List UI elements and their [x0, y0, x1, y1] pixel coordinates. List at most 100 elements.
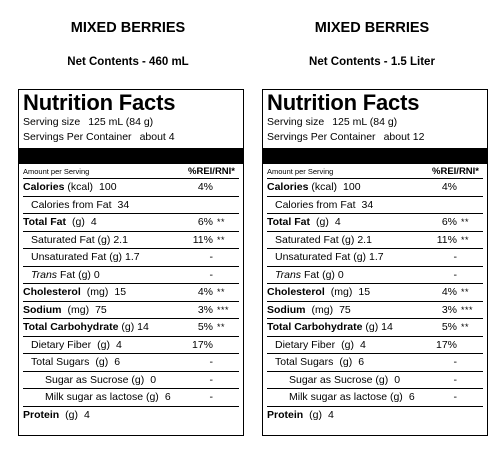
nutrient-rows: Calories (kcal) 100 4% Calories from Fat 3… — [267, 179, 483, 423]
nutrient-unit: (mg) — [67, 303, 90, 316]
nutrient-name: Total Fat — [267, 216, 310, 229]
nutrient-amount: 15 — [114, 286, 127, 299]
nutrient-unit: (g) — [145, 391, 159, 404]
servings-per-container-line: Servings Per Container about 12 — [267, 130, 483, 145]
nutrient-row-total-carbohydrate: Total Carbohydrate (g) 14 5% ** — [23, 319, 239, 337]
nutrient-dv: 4% — [441, 286, 457, 299]
nutrient-dv: 5% — [197, 321, 213, 334]
amount-per-serving: Amount per Serving — [23, 167, 90, 176]
nutrient-amount: 14 — [381, 321, 393, 334]
nutrient-name: Unsaturated Fat — [275, 251, 351, 264]
nutrient-amount: 75 — [339, 303, 351, 316]
nutrient-amount: 100 — [99, 181, 117, 194]
nutrient-name: Total Carbohydrate — [23, 321, 119, 334]
nutrient-unit: (g) — [78, 268, 91, 281]
servings-value: about 12 — [383, 131, 425, 143]
nutrient-dv: 17% — [191, 338, 213, 351]
serving-size-label: Serving size — [267, 116, 325, 128]
nutrient-row-milk-sugar-as-lactose: Milk sugar as lactose (g) 6 - — [267, 389, 483, 407]
nutrient-row-total-carbohydrate: Total Carbohydrate (g) 14 5% ** — [267, 319, 483, 337]
nutrient-name: Protein — [267, 408, 304, 421]
nutrient-dv: 4% — [197, 181, 213, 194]
nutrient-name: Calories — [267, 181, 309, 194]
nutrient-name: Calories — [23, 181, 65, 194]
nutrition-facts-label: Nutrition Facts Serving size 125 mL (84 g… — [262, 89, 488, 436]
nutrient-amount: 6 — [358, 356, 365, 369]
nutrient-unit: (g) — [71, 216, 85, 229]
nutrient-unit: (g) — [309, 408, 323, 421]
nutrient-dv: 11% — [192, 233, 213, 246]
nutrient-row-trans-fat: Trans Fat (g) 0 - — [23, 267, 239, 284]
nutrient-name: Dietary Fiber — [31, 338, 92, 351]
nutrient-footnote-mark: ** — [461, 234, 470, 245]
nutrient-amount: 0 — [93, 268, 100, 281]
nutrient-row-calories: Calories (kcal) 100 4% — [267, 179, 483, 197]
nutrient-unit: (mg) — [330, 286, 353, 299]
nutrient-amount: 14 — [137, 321, 149, 334]
nutrient-amount: 2.1 — [357, 233, 372, 246]
nutrient-amount: 100 — [343, 181, 361, 194]
nutrient-row-total-sugars: Total Sugars (g) 6 - — [23, 354, 239, 372]
nutrient-amount: 0 — [337, 268, 344, 281]
nutrient-row-dietary-fiber: Dietary Fiber (g) 4 17% — [267, 337, 483, 354]
nutrient-amount: 0 — [150, 373, 157, 386]
nutrient-dv: 6% — [441, 216, 457, 229]
servings-per-container-line: Servings Per Container about 4 — [23, 130, 239, 145]
nutrient-rows: Calories (kcal) 100 4% Calories from Fat 3… — [23, 179, 239, 423]
nutrient-dv: - — [209, 268, 214, 281]
nutrient-row-unsaturated-fat: Unsaturated Fat (g) 1.7 - — [267, 249, 483, 267]
nutrient-unit: (g) — [109, 251, 123, 264]
nutrient-row-calories: Calories (kcal) 100 4% — [23, 179, 239, 197]
nutrient-unit: (g) — [341, 338, 354, 351]
nutrient-dv: - — [453, 356, 458, 369]
nutrient-row-sugar-as-sucrose: Sugar as Sucrose (g) 0 - — [267, 372, 483, 389]
nutrient-dv: - — [209, 373, 214, 386]
nutrient-unit: (g) — [97, 233, 111, 246]
nutrient-row-total-sugars: Total Sugars (g) 6 - — [267, 354, 483, 372]
nutrient-name: Unsaturated Fat — [31, 251, 107, 264]
nutrient-name: Total Fat — [23, 216, 66, 229]
nutrient-dv: 5% — [441, 321, 457, 334]
nutrient-amount: 6 — [408, 391, 415, 404]
nutrient-name: Sugar as Sucrose — [45, 373, 129, 386]
nutrient-name-suffix: Fat — [59, 268, 76, 281]
nutrient-dv: - — [209, 251, 214, 264]
nutrient-dv: 17% — [435, 338, 457, 351]
nutrient-footnote-mark: ** — [461, 217, 470, 228]
nutrient-footnote-mark: ** — [217, 287, 226, 298]
nutrient-row-total-fat: Total Fat (g) 4 6% ** — [267, 214, 483, 232]
nutrient-amount: 4 — [328, 408, 334, 421]
nutrient-amount: 75 — [95, 303, 107, 316]
nutrient-unit: (kcal) — [311, 181, 338, 194]
nutrient-name: Sugar as Sucrose — [289, 373, 373, 386]
nutrient-unit: (g) — [365, 321, 379, 334]
nutrient-dv: - — [453, 268, 458, 281]
nutrient-dv: 3% — [197, 303, 213, 316]
nutrient-amount: 34 — [117, 198, 130, 211]
nutrient-name: Total Carbohydrate — [267, 321, 363, 334]
nutrient-name: Milk sugar as lactose — [45, 391, 144, 404]
nutrient-row-protein: Protein (g) 4 — [267, 407, 483, 424]
product-name: MIXED BERRIES — [314, 20, 430, 36]
label-title: Nutrition Facts — [267, 90, 420, 115]
nutrient-unit: (kcal) — [67, 181, 94, 194]
nutrient-unit: (g) — [339, 356, 353, 369]
nutrient-footnote-mark: ** — [217, 234, 226, 245]
nutrient-dv: - — [209, 391, 214, 404]
nutrient-row-cholesterol: Cholesterol (mg) 15 4% ** — [267, 284, 483, 302]
nutrient-dv: - — [453, 391, 458, 404]
nutrient-amount: 15 — [358, 286, 371, 299]
net-contents: Net Contents - 460 mL — [67, 56, 189, 68]
right-product-panel: MIXED BERRIES Net Contents - 1.5 Liter N… — [252, 0, 492, 458]
nutrient-dv: 6% — [197, 216, 213, 229]
amount-per-serving: Amount per Serving — [267, 167, 334, 176]
nutrient-row-calories-from-fat: Calories from Fat 34 — [23, 197, 239, 214]
product-name: MIXED BERRIES — [70, 20, 186, 36]
nutrient-row-saturated-fat: Saturated Fat (g) 2.1 11% ** — [23, 232, 239, 249]
nutrient-amount: 1.7 — [124, 251, 140, 264]
percent-rei-header: %REI/RNI* — [188, 166, 235, 177]
nutrient-dv: - — [453, 251, 458, 264]
nutrient-name: Trans — [31, 268, 58, 281]
nutrient-dv: 4% — [441, 181, 457, 194]
nutrient-row-calories-from-fat: Calories from Fat 34 — [267, 197, 483, 214]
